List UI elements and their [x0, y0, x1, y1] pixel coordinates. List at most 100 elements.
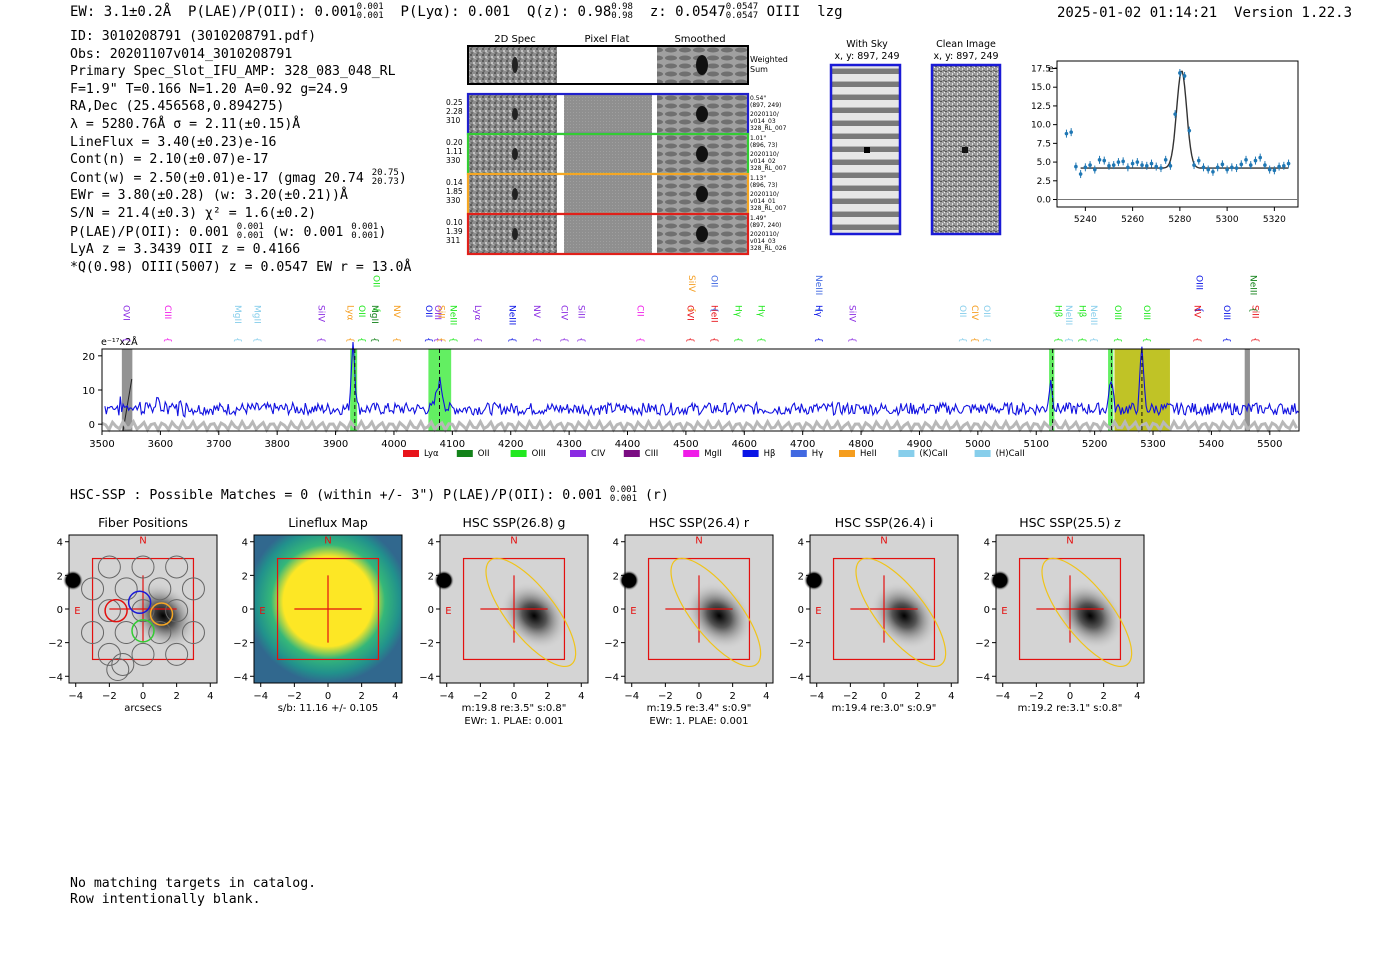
spectrum-xtick-label-5: 4000: [381, 439, 406, 450]
info-obs: Obs: 20201107v014_3010208791: [70, 46, 293, 62]
cutout-rows: [466, 92, 750, 256]
spectrum-xtick-label-9: 4400: [615, 439, 640, 450]
img-xtick-label-1-0: −4: [253, 691, 268, 702]
north-label-4: N: [880, 535, 887, 546]
line-label-brace-12: {: [435, 337, 445, 343]
zoom-point-23: [1173, 112, 1177, 116]
fiber-green: [131, 619, 155, 643]
img-ytick-label-0-4: −4: [48, 672, 63, 683]
star-3: [619, 570, 639, 591]
line-label-23: OII: [709, 275, 719, 287]
star-0: [63, 570, 83, 591]
east-label-2: E: [445, 606, 451, 617]
zoom-point-6: [1093, 167, 1097, 172]
zoom-ytick-label-7: 17.5: [1031, 64, 1051, 74]
zoom-point-46: [1282, 164, 1286, 168]
img-ytick-label-4-0: 4: [798, 538, 804, 549]
line-label-29: OII: [957, 305, 967, 317]
header-qz: Q(z): 0.98: [526, 4, 612, 20]
zoom-point-40: [1253, 158, 1258, 163]
image-caption-1: s/b: 11.16 +/- 0.105: [278, 703, 378, 714]
zoom-point-45: [1277, 164, 1281, 169]
zoom-ytick-label-4: 10.0: [1031, 121, 1051, 131]
img-xtick-label-3-2: 0: [696, 691, 702, 702]
east-label-0: E: [74, 606, 80, 617]
line-label-brace-24: {: [733, 337, 743, 343]
img-ytick-label-5-3: −2: [975, 639, 990, 650]
zoom-point-4: [1083, 165, 1088, 170]
fiber-3: [81, 577, 105, 601]
spectrum-ytick-label-0: 0: [89, 420, 95, 431]
img-ytick-label-3-0: 4: [613, 538, 619, 549]
cutout-right-1-1: (896, 73): [750, 142, 778, 149]
spectrum-xtick-label-18: 5300: [1140, 439, 1165, 450]
zoom-point-10: [1111, 163, 1116, 167]
spectrum-xtick-label-17: 5200: [1082, 439, 1107, 450]
cutout-right-2-1: (896, 73): [750, 182, 778, 189]
spectrum-line: [104, 341, 1300, 418]
img-ytick-label-2-3: −2: [419, 639, 434, 650]
cutout-right-0-2: 2020110/: [750, 111, 780, 118]
info-sn: S/N = 21.4(±0.3) χ² = 1.6(±0.2): [70, 205, 317, 221]
img-ytick-label-3-2: 0: [613, 605, 619, 616]
image-caption-2: m:19.8 re:3.5" s:0.8": [462, 703, 567, 714]
line-label-brace-31: {: [981, 337, 991, 343]
legend-swatch-9: [898, 450, 915, 457]
line-label-brace-14: {: [472, 337, 482, 343]
zoom-point-19: [1154, 164, 1159, 169]
line-label-brace-10: {: [423, 337, 433, 343]
cutout-left-0-2: 310: [446, 116, 461, 125]
zoom-point-38: [1244, 158, 1248, 162]
line-label-brace-32: {: [1053, 337, 1063, 343]
line-label-brace-30: {: [969, 337, 979, 343]
image-panel-title-5: HSC SSP(25.5) z: [1019, 515, 1121, 530]
line-label-brace-28: {: [846, 337, 856, 343]
fiber-4: [114, 577, 138, 601]
img-xtick-label-2-3: 2: [544, 691, 550, 702]
north-label-3: N: [695, 535, 702, 546]
image-panel-0: Fiber Positions N E −4 4 −2 2 0 0 2 −2 4 −4 arcsecs: [48, 515, 218, 714]
img-xtick-label-2-0: −4: [439, 691, 454, 702]
legend-swatch-0: [403, 450, 419, 457]
line-label-20: OVI: [685, 305, 695, 321]
info-fwhm: F=1.9" T=0.166 N=1.20 A=0.92 g=24.9: [70, 81, 348, 97]
cutout-right-3-0: 1.49": [750, 215, 766, 222]
info-radec: RA,Dec (25.456568,0.894275): [70, 99, 285, 115]
fiber-10: [81, 621, 105, 645]
cutout-left-2-1: 1.85: [446, 187, 463, 196]
zoom-point-24: [1178, 71, 1182, 75]
line-label-brace-29: {: [957, 337, 967, 343]
cutout-right-3-3: v014_03: [750, 238, 776, 245]
info-primary: Primary Spec_Slot_IFU_AMP: 328_083_048_R…: [70, 64, 396, 80]
line-label-brace-22: {: [709, 337, 719, 343]
zoom-point-17: [1144, 164, 1149, 168]
spectrum-xtick-label-16: 5100: [1024, 439, 1049, 450]
cutout-right-3-4: 328_RL_026: [750, 245, 787, 252]
line-label-brace-25: {: [755, 337, 765, 343]
fiber-11: [114, 621, 138, 645]
spectrum-xtick-label-6: 4100: [440, 439, 465, 450]
line-label-18: SiII: [576, 305, 586, 319]
line-label-38: NV: [1192, 305, 1202, 319]
fiber-blue: [127, 590, 152, 615]
line-label-13: NeIII: [448, 305, 458, 325]
catalog-note-1: No matching targets in catalog.: [70, 876, 317, 891]
col-header-smooth: Smoothed: [674, 34, 725, 45]
weighted-sum-row: Weighted Sum: [467, 45, 788, 85]
legend-label-10: (H)CaII: [996, 449, 1025, 459]
zoom-point-3: [1078, 172, 1083, 176]
ellipse-5: [1041, 557, 1133, 668]
line-label-33: NeIII: [1063, 305, 1073, 325]
zoom-point-33: [1220, 162, 1225, 167]
img-ytick-label-1-0: 4: [242, 538, 248, 549]
line-label-brace-7: {: [371, 307, 381, 313]
img-xtick-label-5-3: 2: [1100, 691, 1106, 702]
zoom-point-27: [1192, 163, 1196, 167]
line-label-16: NV: [531, 305, 541, 319]
line-label-26: Hγ: [813, 305, 823, 318]
img-xtick-label-5-1: −2: [1029, 691, 1044, 702]
image-panel-title-2: HSC SSP(26.8) g: [463, 515, 566, 530]
spectrum-xtick-label-14: 4900: [907, 439, 932, 450]
east-label-3: E: [630, 606, 636, 617]
cutout-right-2-4: 328_RL_007: [750, 205, 787, 212]
